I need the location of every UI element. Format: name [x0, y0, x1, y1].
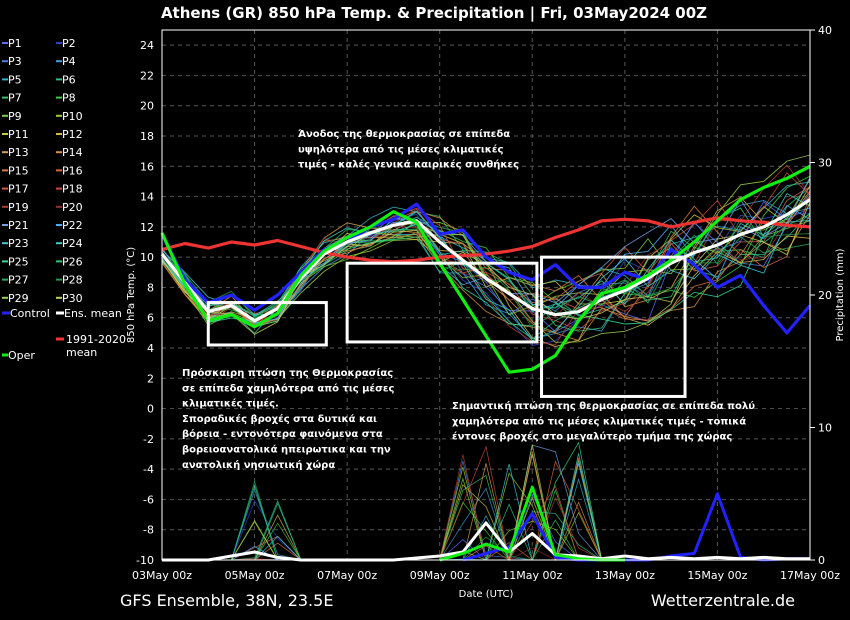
legend-label: P6	[62, 73, 76, 86]
legend: P1 P2 P3 P4 P5 P6 P7 P8 P9 P10 P11 P12 P13 P14 P15 P16 P…	[2, 37, 126, 362]
legend-label: P30	[62, 292, 83, 305]
legend-label: P26	[62, 255, 83, 268]
x-axis-label: Date (UTC)	[459, 589, 514, 600]
legend-label: P12	[62, 128, 83, 141]
y2-tick-label: 10	[818, 422, 832, 435]
legend-label: P15	[8, 164, 29, 177]
legend-label: P10	[62, 110, 83, 123]
y-tick-label: 6	[147, 312, 154, 325]
ensemble-member-line	[161, 175, 811, 324]
legend-label: P17	[8, 183, 29, 196]
y-tick-label: 24	[140, 39, 154, 52]
legend-label: P22	[62, 219, 83, 232]
series-1991-2020-mean	[161, 216, 811, 264]
legend-label: P29	[8, 292, 29, 305]
legend-label: P18	[62, 183, 83, 196]
x-tick-label: 09May 00z	[410, 569, 470, 582]
y-tick-label: 8	[147, 281, 154, 294]
y-tick-label: 10	[140, 251, 154, 264]
legend-label: P25	[8, 255, 29, 268]
legend-label: Oper	[8, 349, 35, 362]
ensemble-member-line	[161, 217, 811, 330]
series-ens-mean	[160, 198, 811, 323]
y-tick-label: 18	[140, 130, 154, 143]
x-tick-label: 07May 00z	[317, 569, 377, 582]
y-tick-label: -6	[143, 493, 154, 506]
highlight-boxes	[206, 255, 687, 398]
legend-label: P13	[8, 146, 29, 159]
x-tick-label: 03May 00z	[132, 569, 192, 582]
x-tick-label: 11May 00z	[502, 569, 562, 582]
y-tick-label: -8	[143, 524, 154, 537]
legend-label: Ens. mean	[64, 307, 122, 320]
y-tick-label: 0	[147, 403, 154, 416]
legend-label: P20	[62, 201, 83, 214]
x-tick-label: 17May 00z	[780, 569, 840, 582]
y-tick-label: 14	[140, 191, 154, 204]
legend-label: P14	[62, 146, 83, 159]
legend-label: P7	[8, 92, 22, 105]
annotation-text: Πρόσκαιρη πτώση της Θερμοκρασίας σε επίπε…	[182, 367, 394, 471]
y-tick-label: 4	[147, 342, 154, 355]
footer-source: GFS Ensemble, 38N, 23.5E	[120, 591, 333, 610]
ensemble-member-line	[161, 220, 811, 327]
y-tick-label: 16	[140, 160, 154, 173]
legend-label: P2	[62, 37, 76, 50]
footer-site: Wetterzentrale.de	[651, 591, 795, 610]
highlight-box	[206, 301, 328, 347]
y-tick-label: 2	[147, 372, 154, 385]
annotation-text: Άνοδος της θερμοκρασίας σε επίπεδα υψηλότ…	[298, 128, 519, 171]
ensemble-member-line	[161, 207, 811, 340]
legend-label: mean	[66, 346, 97, 359]
series-oper	[160, 164, 811, 374]
legend-label: P23	[8, 237, 29, 250]
y-tick-label: -10	[136, 554, 154, 567]
x-tick-label: 13May 00z	[595, 569, 655, 582]
y-axis-label: 850 hPa Temp. (°C)	[126, 247, 137, 343]
legend-label: P16	[62, 164, 83, 177]
legend-label: 1991-2020	[66, 333, 126, 346]
y2-tick-label: 0	[818, 554, 825, 567]
legend-label: P21	[8, 219, 29, 232]
legend-label: P5	[8, 73, 22, 86]
highlight-box	[540, 255, 687, 398]
y-tick-label: -2	[143, 433, 154, 446]
y2-tick-label: 40	[818, 24, 832, 37]
y2-tick-label: 30	[818, 157, 832, 170]
x-tick-label: 15May 00z	[687, 569, 747, 582]
annotations: Άνοδος της θερμοκρασίας σε επίπεδα υψηλότ…	[182, 128, 755, 471]
legend-label: P28	[62, 274, 83, 287]
plot-frame	[161, 29, 811, 561]
y2-tick-label: 20	[818, 289, 832, 302]
main-series	[160, 164, 812, 374]
legend-label: P9	[8, 110, 22, 123]
legend-label: P24	[62, 237, 83, 250]
legend-label: P8	[62, 92, 76, 105]
legend-label: P19	[8, 201, 29, 214]
y-tick-label: -4	[143, 463, 154, 476]
series-control	[160, 202, 812, 335]
y-tick-label: 12	[140, 221, 154, 234]
legend-label: P27	[8, 274, 29, 287]
legend-label: P11	[8, 128, 29, 141]
legend-label: Control	[10, 307, 50, 320]
legend-label: P3	[8, 55, 22, 68]
chart-title: Athens (GR) 850 hPa Temp. & Precipitatio…	[161, 4, 707, 23]
highlight-box	[345, 261, 539, 344]
legend-label: P4	[62, 55, 76, 68]
legend-label: P1	[8, 37, 22, 50]
y2-axis-label: Precipitation (mm)	[835, 248, 846, 341]
y-tick-label: 20	[140, 100, 154, 113]
y-tick-label: 22	[140, 69, 154, 82]
x-tick-label: 05May 00z	[225, 569, 285, 582]
annotation-text: Σημαντική πτώση της θερμοκρασίας σε επίπ…	[452, 400, 755, 443]
